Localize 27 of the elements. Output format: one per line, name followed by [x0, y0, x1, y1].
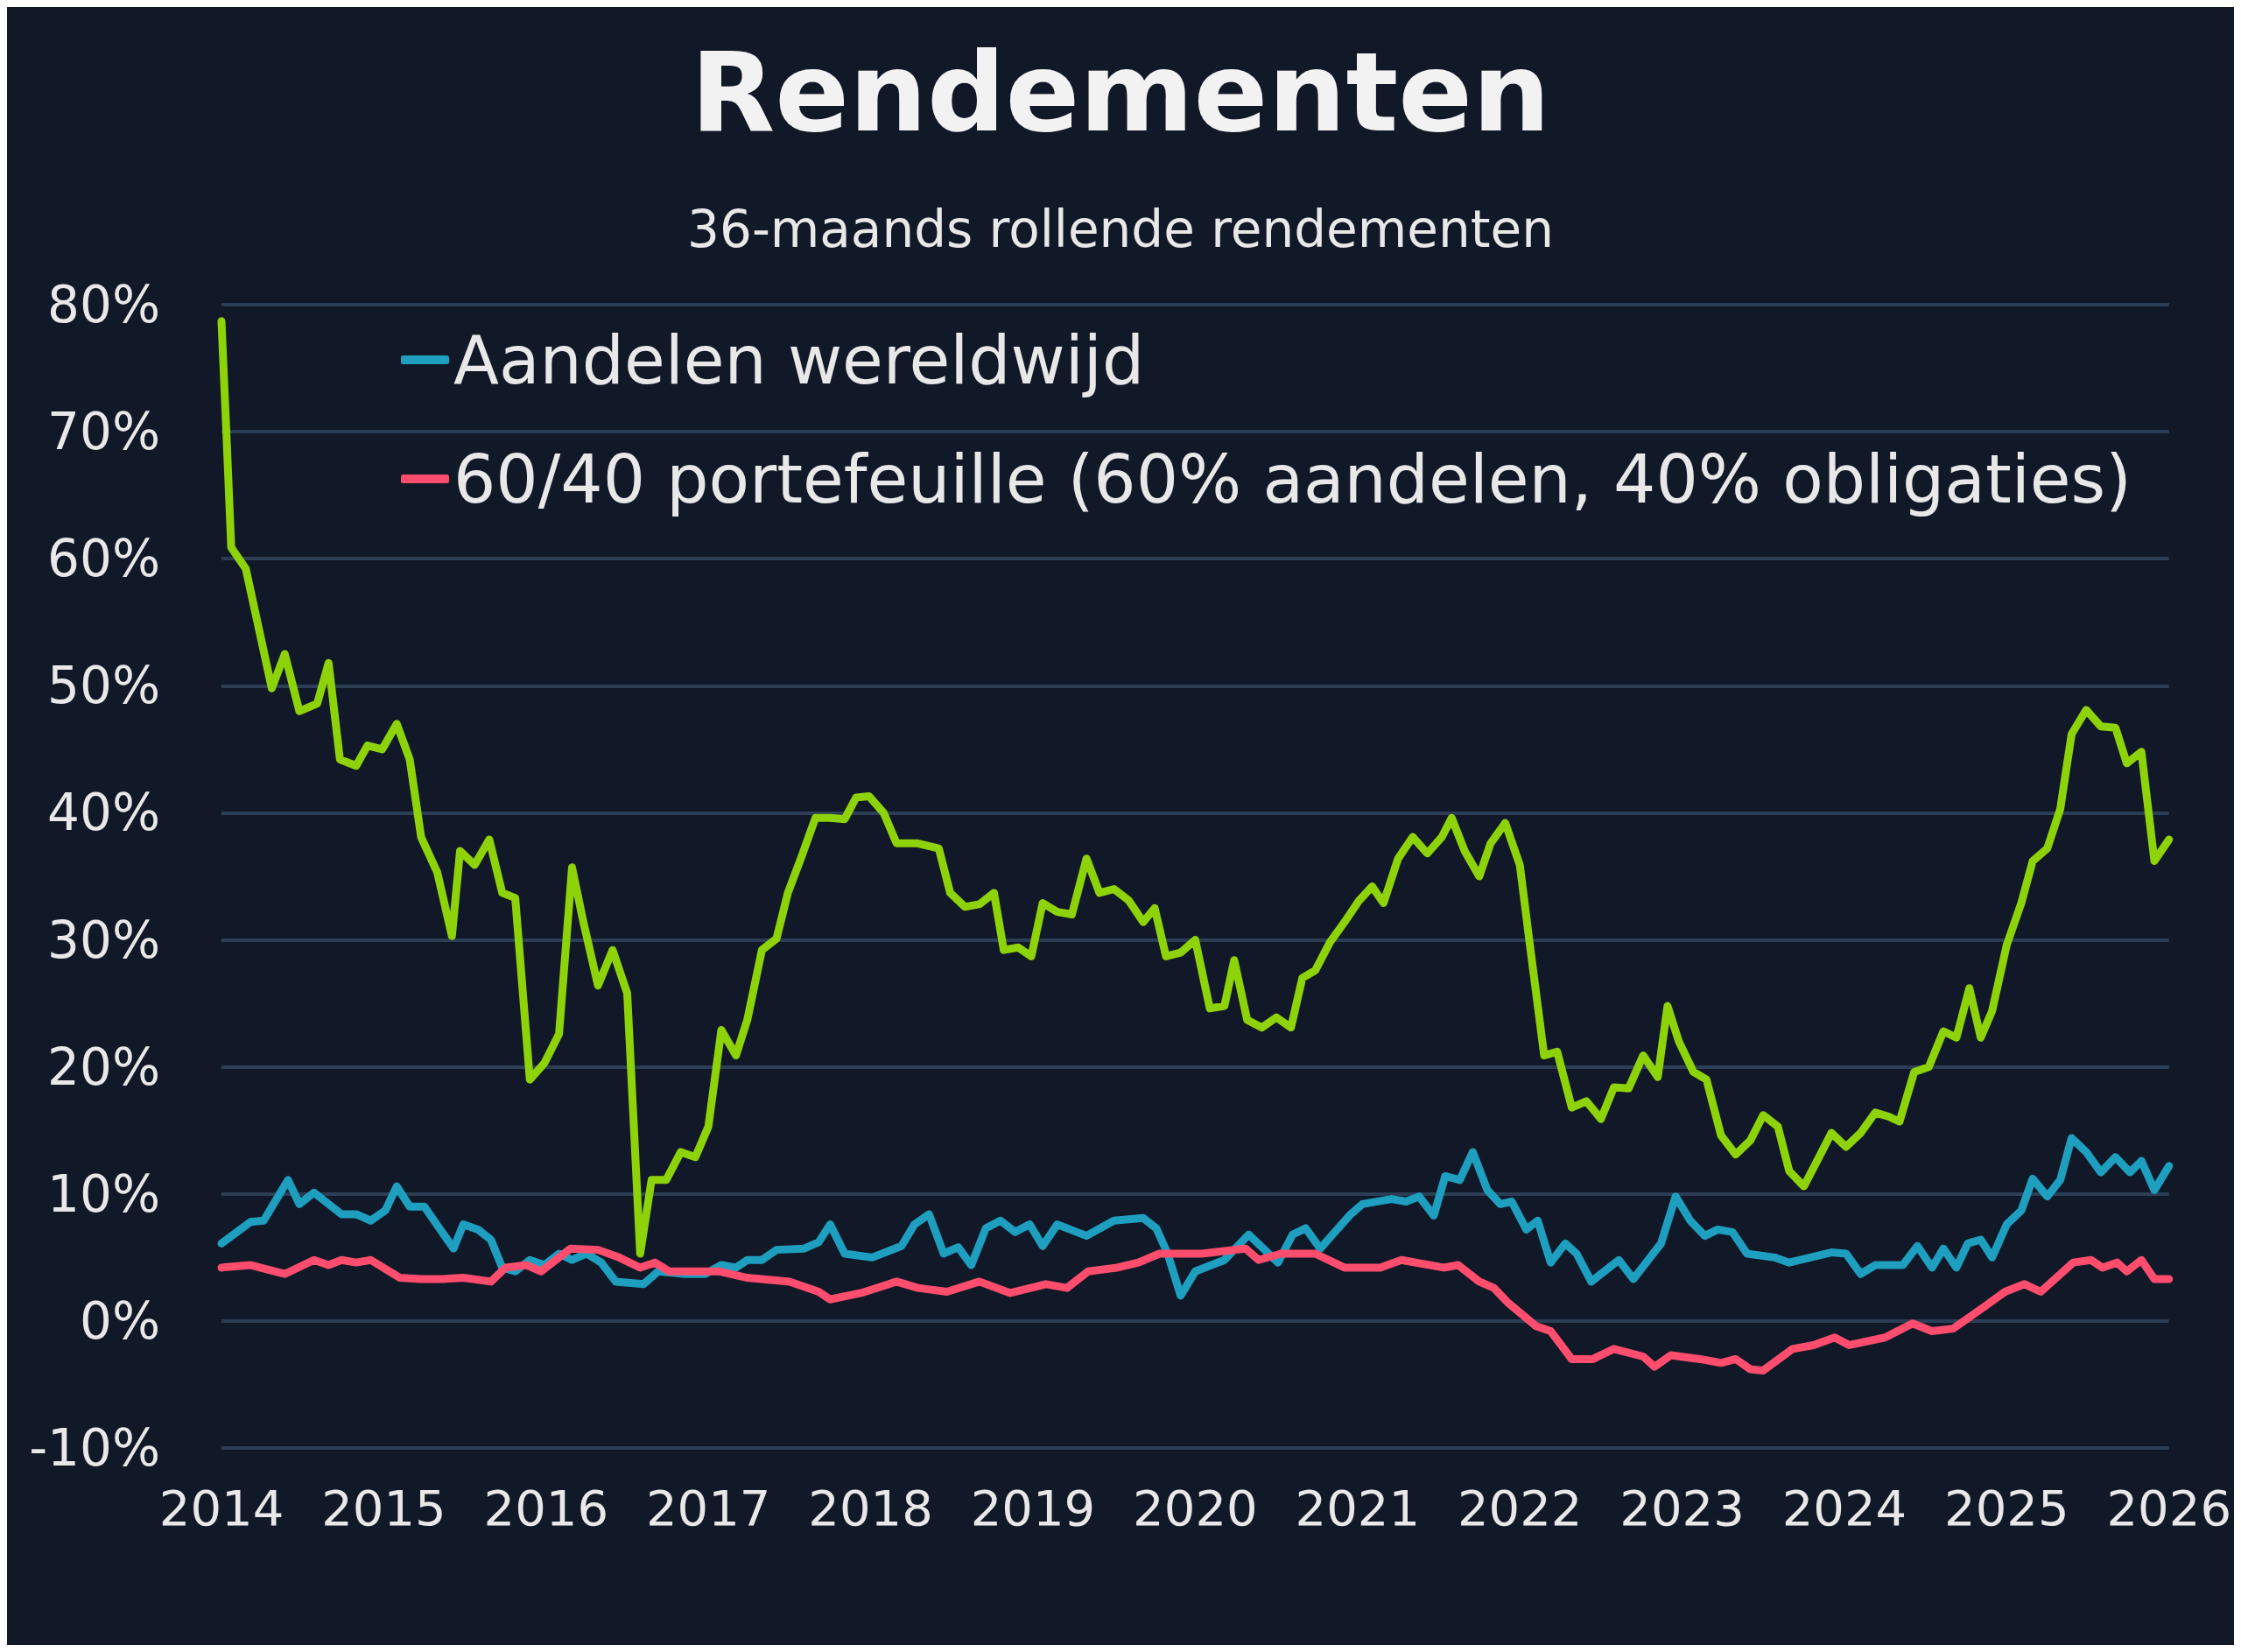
x-tick-label: 2017 — [645, 1479, 771, 1536]
x-tick-label: 2025 — [1944, 1479, 2069, 1536]
x-tick-label: 2024 — [1781, 1479, 1907, 1536]
x-tick-label: 2019 — [970, 1479, 1096, 1536]
x-tick-label: 2022 — [1457, 1479, 1583, 1536]
legend-label: 60/40 portefeuille (60% aandelen, 40% obligaties) — [453, 439, 2132, 518]
y-tick-label: 60% — [47, 529, 160, 589]
y-tick-label: 80% — [47, 275, 160, 334]
x-tick-label: 2023 — [1619, 1479, 1745, 1536]
x-tick-label: 2020 — [1133, 1479, 1258, 1536]
y-tick-label: 20% — [47, 1037, 160, 1097]
x-tick-label: 2018 — [808, 1479, 933, 1536]
y-tick-label: 0% — [79, 1290, 160, 1351]
legend-label: Aandelen wereldwijd — [453, 320, 1145, 399]
y-tick-label: 50% — [47, 656, 160, 716]
chart-title: Rendementen — [691, 29, 1550, 156]
x-tick-label: 2026 — [2106, 1479, 2231, 1536]
x-tick-label: 2016 — [483, 1479, 609, 1536]
chart-subtitle: 36-maands rollende rendementen — [687, 200, 1554, 259]
x-tick-label: 2014 — [158, 1479, 285, 1536]
y-tick-label: 40% — [47, 783, 160, 843]
y-tick-label: 30% — [47, 910, 160, 970]
x-tick-label: 2021 — [1295, 1479, 1421, 1536]
x-tick-label: 2015 — [321, 1479, 446, 1536]
y-tick-label: 70% — [47, 402, 160, 462]
y-tick-label: 10% — [47, 1163, 160, 1224]
y-tick-label: -10% — [29, 1418, 160, 1478]
